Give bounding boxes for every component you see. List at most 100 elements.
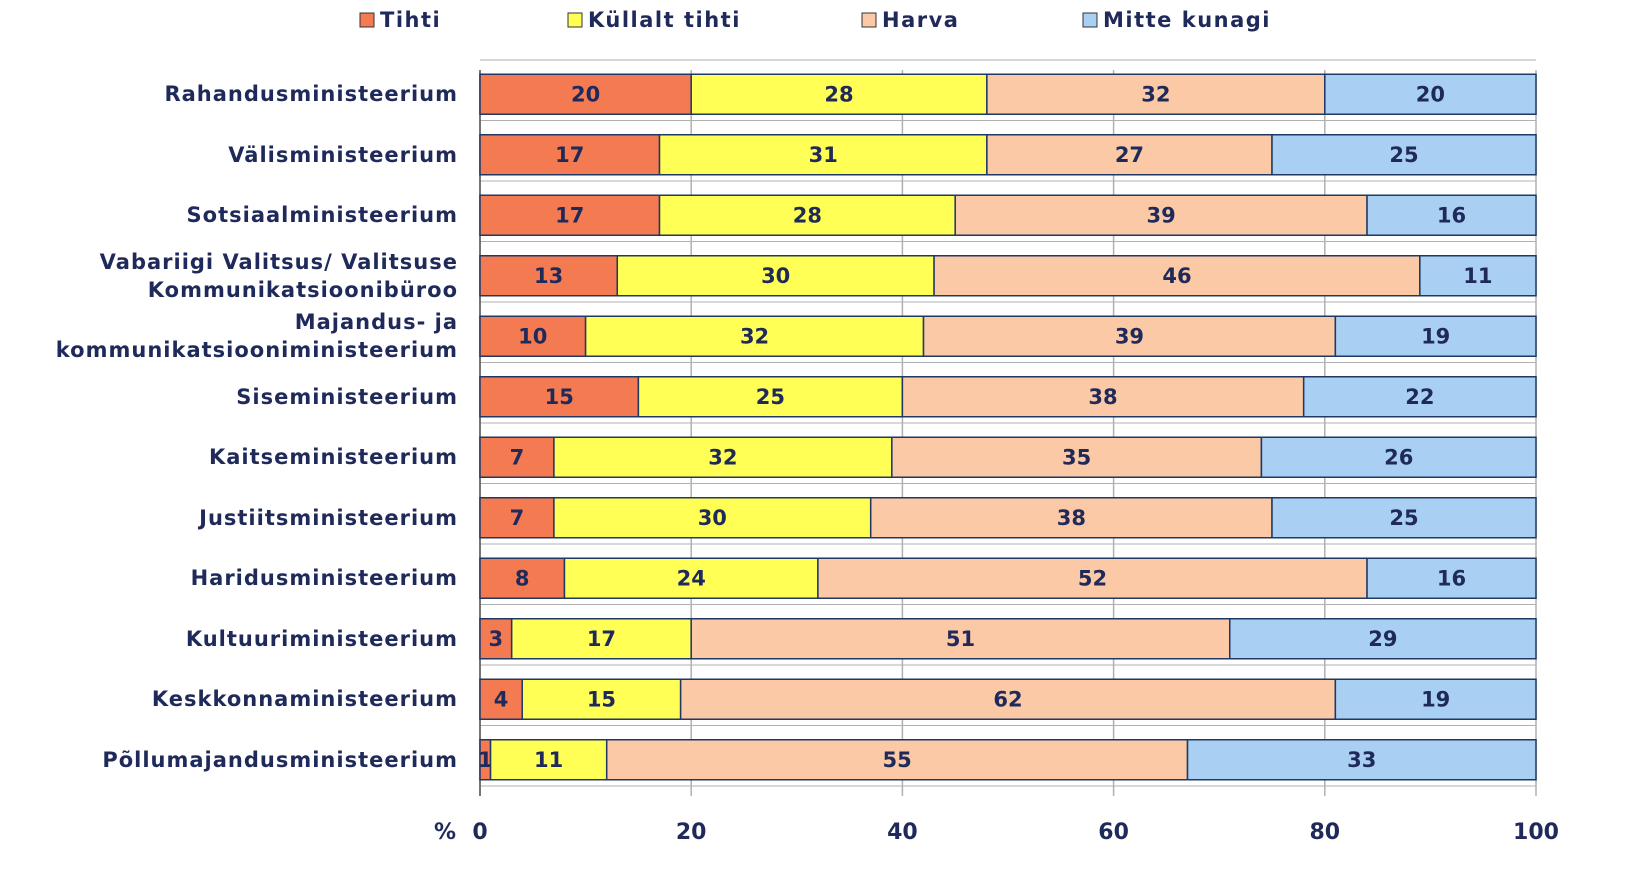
- value-label: 29: [1368, 627, 1397, 651]
- legend-swatch: [1082, 12, 1098, 28]
- bar-segment: [489, 739, 608, 781]
- value-label: 26: [1384, 445, 1413, 469]
- bar-segment: [605, 739, 1189, 781]
- bar-segment: [616, 255, 935, 297]
- value-label: 32: [708, 445, 737, 469]
- bar-segment: [1366, 557, 1537, 599]
- value-label: 15: [587, 687, 616, 711]
- legend-label: Mitte kunagi: [1103, 8, 1271, 32]
- category-label: Siseministeerium: [236, 384, 458, 409]
- value-label: 39: [1115, 324, 1144, 348]
- value-label: 11: [534, 748, 563, 772]
- value-label: 38: [1088, 385, 1117, 409]
- bar-segment: [1229, 618, 1537, 660]
- value-label: 39: [1147, 203, 1176, 227]
- value-label: 28: [824, 82, 853, 106]
- value-label: 35: [1062, 445, 1091, 469]
- bar-segment: [933, 255, 1421, 297]
- value-label: 52: [1078, 566, 1107, 590]
- bar-segment: [479, 557, 566, 599]
- bar-segment: [1324, 73, 1537, 115]
- bar-segment: [658, 134, 988, 176]
- bar-segment: [658, 194, 956, 236]
- bar-segment: [553, 497, 872, 539]
- bar-segment: [1419, 255, 1537, 297]
- value-label: 28: [793, 203, 822, 227]
- bar-segment: [1334, 678, 1537, 720]
- value-label: 24: [677, 566, 706, 590]
- value-label: 1: [478, 748, 493, 772]
- value-label: 30: [761, 264, 790, 288]
- category-label: Välisministeerium: [228, 142, 458, 167]
- legend-label: Harva: [882, 8, 959, 32]
- bar-segment: [479, 255, 619, 297]
- x-tick-label: 0: [472, 820, 487, 845]
- x-tick-label: 80: [1309, 820, 1340, 845]
- value-label: 11: [1463, 264, 1492, 288]
- value-label: 38: [1057, 506, 1086, 530]
- category-label: Keskkonnaministeerium: [151, 687, 458, 712]
- value-label: 16: [1437, 566, 1466, 590]
- bar-segment: [1271, 497, 1537, 539]
- bar-segment: [479, 436, 555, 478]
- category-label: Haridusministeerium: [190, 566, 458, 591]
- category-label: Kaitseministeerium: [208, 445, 458, 470]
- legend-label: Küllalt tihti: [588, 8, 741, 32]
- value-label: 17: [555, 203, 584, 227]
- bar-segment: [922, 315, 1337, 357]
- value-label: 19: [1421, 324, 1450, 348]
- category-label: Rahandusministeerium: [164, 82, 458, 107]
- value-label: 31: [809, 143, 838, 167]
- bar-segment: [521, 678, 682, 720]
- value-label: 20: [1416, 82, 1445, 106]
- bar-segment: [1260, 436, 1537, 478]
- value-label: 25: [756, 385, 785, 409]
- category-label: Justiitsministeerium: [199, 505, 458, 530]
- bar-segment: [563, 557, 819, 599]
- value-label: 20: [571, 82, 600, 106]
- x-axis-label: %: [434, 820, 456, 845]
- bar-segment: [891, 436, 1263, 478]
- x-tick-label: 100: [1513, 820, 1559, 845]
- x-tick-label: 60: [1098, 820, 1129, 845]
- value-label: 55: [883, 748, 912, 772]
- bar-segment: [679, 678, 1337, 720]
- bar-segment: [479, 376, 640, 418]
- value-label: 51: [946, 627, 975, 651]
- value-label: 17: [587, 627, 616, 651]
- bar-segment: [1334, 315, 1537, 357]
- bar-segment: [479, 134, 661, 176]
- value-label: 33: [1347, 748, 1376, 772]
- bar-segment: [584, 315, 925, 357]
- legend-label: Tihti: [380, 8, 441, 32]
- value-label: 30: [698, 506, 727, 530]
- value-label: 15: [545, 385, 574, 409]
- legend-swatch: [861, 12, 877, 28]
- value-label: 32: [740, 324, 769, 348]
- value-label: 32: [1141, 82, 1170, 106]
- value-label: 27: [1115, 143, 1144, 167]
- value-label: 16: [1437, 203, 1466, 227]
- value-label: 25: [1389, 143, 1418, 167]
- value-label: 4: [494, 687, 509, 711]
- value-label: 22: [1405, 385, 1434, 409]
- bar-segment: [1271, 134, 1537, 176]
- x-tick-label: 40: [887, 820, 918, 845]
- value-label: 7: [510, 506, 525, 530]
- bar-segment: [690, 618, 1231, 660]
- bar-segment: [479, 678, 523, 720]
- x-tick-label: 20: [676, 820, 707, 845]
- bar-segment: [986, 73, 1326, 115]
- legend-swatch: [567, 12, 583, 28]
- bar-segment: [479, 73, 692, 115]
- bar-segment: [1302, 376, 1537, 418]
- bar-segment: [1186, 739, 1537, 781]
- value-label: 46: [1162, 264, 1191, 288]
- category-label: Vabariigi Valitsus/ Valitsuse Kommunikat…: [99, 249, 458, 302]
- category-label: Sotsiaalministeerium: [186, 203, 458, 228]
- category-label: Põllumajandusministeerium: [102, 747, 458, 772]
- bar-segment: [954, 194, 1368, 236]
- bar-segment: [817, 557, 1368, 599]
